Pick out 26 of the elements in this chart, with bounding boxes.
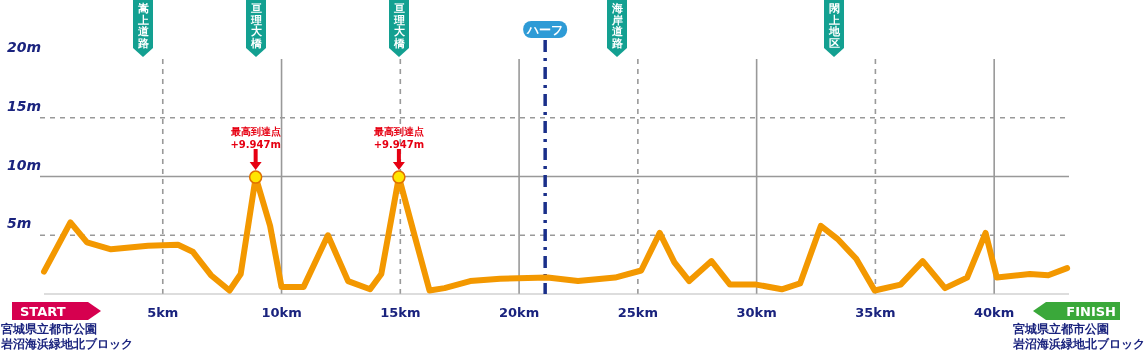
text: 宮城県立都市公園 xyxy=(1,322,97,336)
x-tick-label: 20km xyxy=(498,305,540,320)
y-tick-label: 20m xyxy=(7,39,42,55)
text: START xyxy=(20,304,66,319)
text: 亘理大橋 xyxy=(392,2,406,50)
text: 嵩上道路 xyxy=(136,2,150,50)
x-tick-label: 5km xyxy=(147,305,179,320)
x-tick-label: 15km xyxy=(380,305,421,320)
y-tick-label: 5m xyxy=(7,215,32,232)
annotation: 最高到達点 +9.947m xyxy=(372,126,425,151)
text: FINISH xyxy=(1066,304,1116,319)
ref-line-label: ハーフ xyxy=(526,23,564,37)
y-tick-label: 10m xyxy=(7,156,42,173)
text: 亘理大橋 xyxy=(249,2,263,50)
text: 閖上地区 xyxy=(827,2,841,50)
text: 宮城県立都市公園 xyxy=(1013,322,1109,336)
x-tick-label: 10km xyxy=(261,305,302,320)
x-tick-label: 40km xyxy=(974,305,1015,320)
x-tick-label: 35km xyxy=(855,305,896,320)
x-tick-label: 25km xyxy=(617,305,659,320)
text: 岩沼海浜緑地北ブロック xyxy=(1012,337,1145,350)
annotation: 最高到達点 +9.947m xyxy=(229,126,281,151)
x-tick-label: 30km xyxy=(736,305,777,320)
text: 岩沼海浜緑地北ブロック xyxy=(0,337,133,350)
y-tick-label: 15m xyxy=(7,97,42,114)
text: 海岸道路 xyxy=(610,2,624,50)
